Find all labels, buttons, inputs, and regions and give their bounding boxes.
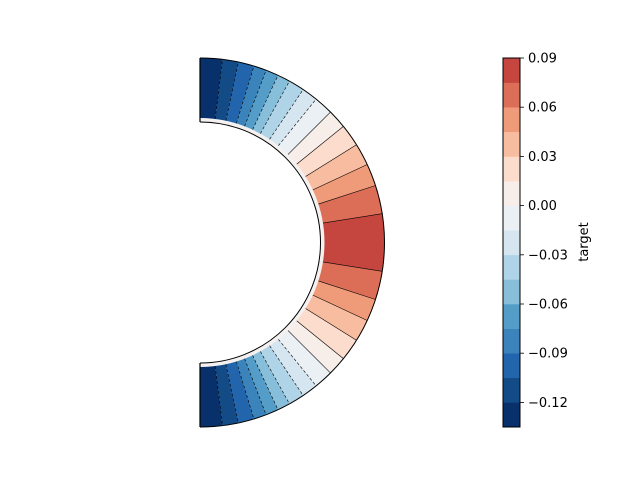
colorbar-swatch	[503, 205, 520, 231]
contour-band-lower	[275, 327, 331, 386]
contour-band-lower	[243, 351, 278, 415]
contour-band-upper	[243, 70, 278, 134]
contour-band-upper	[309, 164, 376, 206]
contour-line	[296, 320, 344, 359]
contour-lines	[199, 57, 385, 428]
contour-line	[214, 59, 223, 119]
contour-line	[252, 75, 279, 130]
colorbar-swatch	[503, 279, 520, 305]
contour-line	[287, 111, 331, 155]
contour-line	[278, 98, 317, 146]
contour-line	[225, 61, 239, 121]
colorbar-swatch	[503, 181, 520, 206]
contour-line	[312, 294, 368, 321]
colorbar-swatch	[503, 304, 520, 329]
contour-line	[252, 355, 279, 410]
colorbar-swatch	[503, 353, 520, 379]
contour-band-lower	[302, 293, 368, 341]
contour-band-max	[319, 213, 385, 272]
contour-line	[244, 358, 267, 415]
contour-band-upper	[293, 126, 357, 179]
colorbar-tick-label: −0.12	[528, 396, 568, 411]
colorbar-tick-label: 0.09	[528, 52, 557, 67]
contour-band-upper	[225, 62, 254, 128]
contour-band-upper	[250, 75, 290, 138]
contour-line	[260, 351, 290, 405]
colorbar-tick-label: 0.00	[528, 199, 557, 214]
contour-field	[200, 58, 385, 427]
contour-band-upper	[214, 59, 239, 125]
contour-line	[322, 213, 383, 224]
contour-line	[225, 364, 239, 424]
annulus-outline	[199, 57, 385, 428]
contour-band-lower	[258, 342, 304, 404]
contour-line	[236, 65, 255, 124]
contour-band-lower	[214, 360, 239, 426]
contour-line	[322, 261, 383, 272]
colorbar-swatch	[503, 156, 520, 182]
contour-band-upper	[258, 81, 304, 143]
contour-band-lower	[200, 362, 223, 427]
colorbar-swatch	[503, 82, 520, 108]
contour-band-lower	[309, 279, 376, 321]
contour-line	[318, 280, 376, 300]
contour-line	[296, 126, 344, 165]
colorbar-swatch	[503, 107, 520, 133]
colorbar: 0.09 0.06 0.03 0.00 −0.03 −0.06 −0.09 −0.12	[502, 52, 568, 428]
colorbar-swatch	[503, 58, 520, 83]
contour-band-upper	[235, 66, 267, 131]
contour-line	[278, 339, 317, 387]
colorbar-label: target	[577, 222, 592, 262]
colorbar-swatch	[503, 254, 520, 280]
contour-line	[236, 361, 255, 420]
colorbar-swatch	[503, 131, 520, 157]
contour-line	[269, 345, 304, 396]
colorbar-tick-label: 0.03	[528, 150, 557, 165]
contour-band-upper	[267, 89, 317, 149]
contour-band-lower	[293, 306, 357, 359]
contour-band-lower	[250, 347, 290, 410]
contour-line	[287, 330, 331, 374]
colorbar-tick-label: −0.09	[528, 347, 568, 362]
contour-line	[318, 185, 376, 205]
contour-band-upper	[285, 112, 344, 167]
contour-band-upper	[314, 185, 383, 224]
colorbar-frame	[502, 57, 521, 428]
colorbar-swatch	[503, 230, 520, 256]
colorbar-tick-label: −0.03	[528, 248, 568, 263]
contour-band-upper	[302, 144, 368, 192]
contour-line	[214, 366, 223, 426]
colorbar-tick-label: 0.06	[528, 101, 557, 116]
contour-band-lower	[235, 354, 267, 419]
colorbar-tick-label: −0.06	[528, 298, 568, 313]
contour-line	[312, 164, 368, 191]
colorbar-swatch	[503, 402, 520, 428]
contour-band-upper	[275, 99, 331, 158]
contour-band-lower	[285, 318, 344, 373]
contour-line	[305, 308, 357, 341]
contour-band-upper	[200, 58, 223, 123]
contour-line	[244, 70, 267, 127]
contour-line	[269, 89, 304, 140]
colorbar-swatch	[503, 377, 520, 403]
contour-line	[260, 80, 290, 134]
colorbar-swatch	[503, 328, 520, 354]
contour-band-lower	[314, 261, 383, 300]
contour-band-lower	[267, 336, 317, 396]
contour-band-lower	[225, 357, 254, 423]
contour-line	[305, 144, 357, 177]
